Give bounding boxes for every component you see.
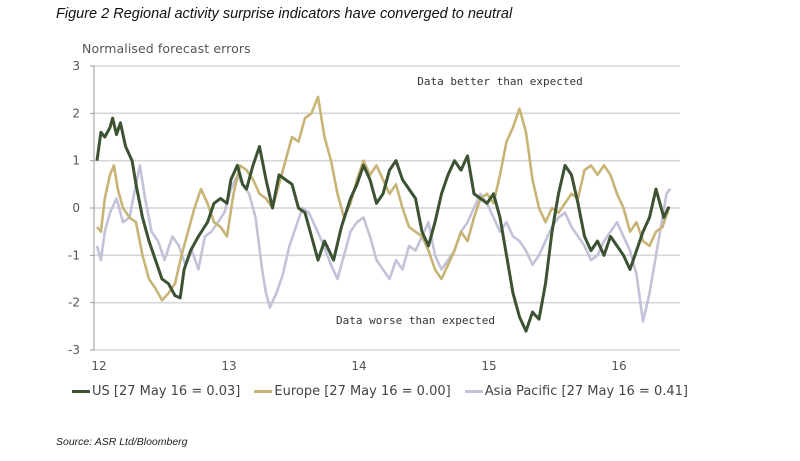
legend-item: Europe [27 May 16 = 0.00] [254, 384, 451, 399]
figure-title: Figure 2 Regional activity surprise indi… [56, 6, 513, 22]
x-tick-label: 14 [351, 359, 366, 373]
y-tick-label: 0 [72, 201, 80, 215]
series-line-us [95, 116, 671, 333]
y-tick-label: 1 [72, 154, 80, 168]
y-axis-label: Normalised forecast errors [82, 41, 251, 56]
y-tick-label: -2 [68, 296, 80, 310]
annotation: Data better than expected [417, 75, 583, 88]
annotation: Data worse than expected [336, 314, 495, 327]
y-tick-label: 2 [72, 106, 80, 120]
legend-item: Asia Pacific [27 May 16 = 0.41] [464, 384, 688, 399]
legend-swatch [464, 390, 483, 393]
source-note: Source: ASR Ltd/Bloomberg [56, 436, 188, 448]
legend-label: Asia Pacific [27 May 16 = 0.41] [484, 384, 688, 399]
legend-swatch [72, 390, 90, 393]
y-tick-label: -3 [68, 343, 80, 357]
x-tick-label: 13 [221, 359, 236, 373]
x-tick-label: 15 [481, 359, 496, 373]
x-tick-label: 12 [91, 359, 106, 373]
legend-swatch [254, 390, 273, 393]
y-tick-label: 3 [72, 59, 80, 73]
legend-label: Europe [27 May 16 = 0.00] [274, 384, 451, 399]
y-tick-label: -1 [68, 248, 80, 262]
legend-label: US [27 May 16 = 0.03] [92, 384, 241, 399]
series-line-europe [95, 95, 671, 302]
x-tick-label: 16 [611, 359, 626, 373]
legend-item: US [27 May 16 = 0.03] [72, 384, 240, 399]
legend: US [27 May 16 = 0.03] Europe [27 May 16 =… [72, 384, 688, 399]
